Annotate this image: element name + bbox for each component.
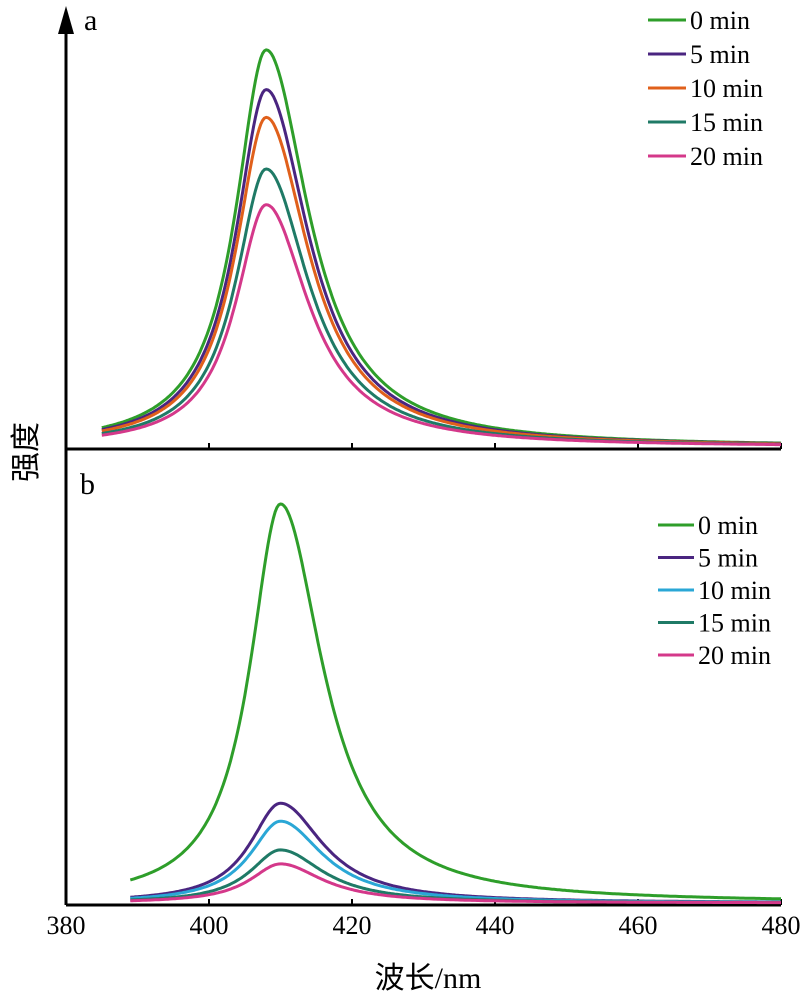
x-tick-label: 460: [619, 911, 658, 940]
panel-a-series-line-5-min: [101, 88, 782, 445]
legend-label: 15 min: [690, 108, 763, 137]
legend-label: 10 min: [690, 74, 763, 103]
panel-a-label: a: [84, 4, 97, 37]
y-axis-title: 强度: [10, 422, 43, 482]
panel-b-label: b: [80, 468, 95, 501]
legend-label: 10 min: [698, 576, 771, 605]
legend-label: 5 min: [690, 40, 750, 69]
legend-label: 0 min: [690, 6, 750, 35]
panel-a-series-line-20-min: [101, 203, 781, 447]
x-tick-label: 480: [762, 911, 800, 940]
panel-b-series-line-20-min: [130, 862, 781, 905]
x-tick-label: 440: [476, 911, 515, 940]
x-ticks: 380 400 420 440 460 480: [47, 443, 800, 940]
x-tick-label: 400: [190, 911, 229, 940]
panel-b-series-line-0-min: [129, 502, 781, 901]
legend-label: 15 min: [698, 609, 771, 638]
panel-b-legend: 0 min 5 min 10 min 15 min 20 min: [658, 511, 771, 670]
legend-label: 5 min: [698, 544, 758, 573]
x-tick-label: 420: [333, 911, 372, 940]
panel-a-plot-area: [101, 48, 782, 447]
legend-label: 20 min: [690, 142, 763, 171]
panel-a-legend: 0 min 5 min 10 min 15 min 20 min: [648, 6, 763, 171]
x-axis-title: 波长/nm: [375, 962, 482, 995]
legend-label: 0 min: [698, 511, 758, 540]
legend-label: 20 min: [698, 641, 771, 670]
panel-a-series-line-10-min: [101, 115, 781, 446]
x-tick-label: 380: [47, 911, 86, 940]
panel-a-series-line-15-min: [101, 167, 781, 446]
panel-b-plot-area: [129, 502, 782, 905]
panel-b-series-line-5-min: [130, 801, 782, 904]
y-axis-arrow: [58, 6, 74, 34]
